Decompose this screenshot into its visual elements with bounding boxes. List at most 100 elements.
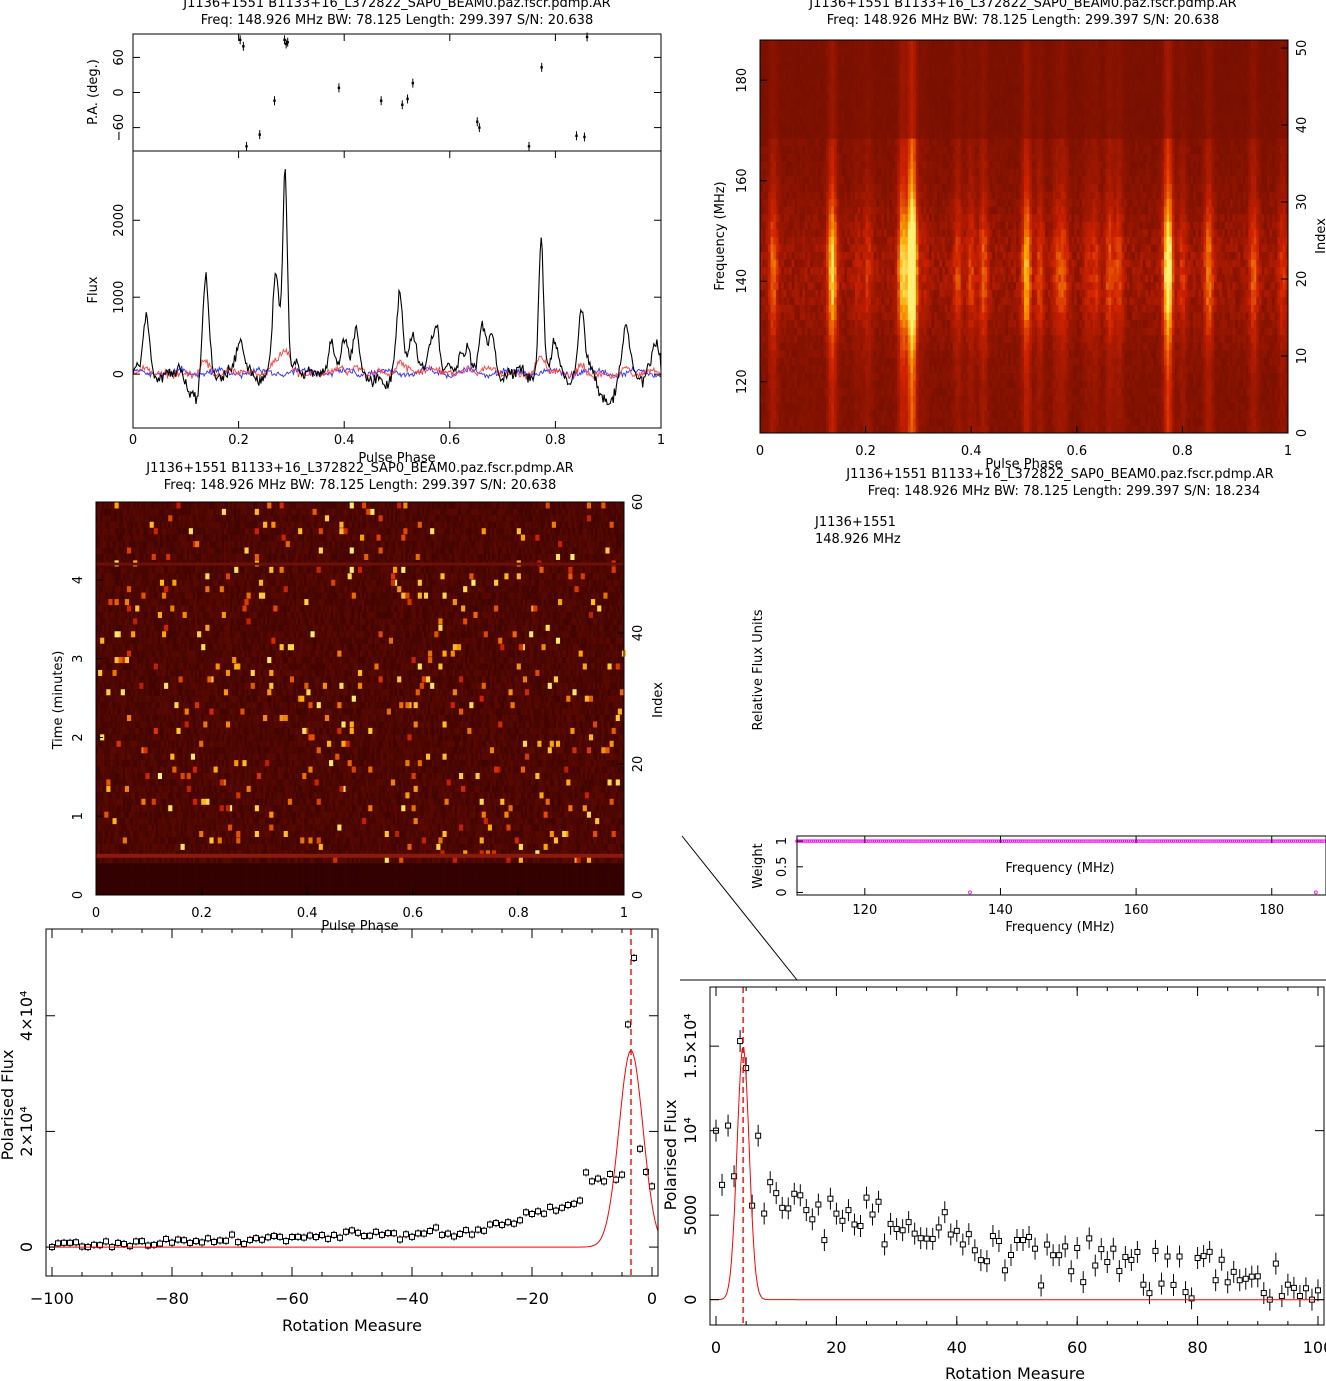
freq-phase-cell — [1122, 259, 1125, 267]
freq-phase-cell — [918, 365, 921, 373]
freq-phase-cell — [781, 403, 784, 411]
freq-phase-cell — [1240, 388, 1243, 396]
freq-phase-cell — [1185, 267, 1188, 275]
freq-phase-cell — [1140, 395, 1143, 403]
freq-phase-cell — [1008, 350, 1011, 358]
freq-phase-cell — [1251, 282, 1254, 290]
freq-phase-cell — [826, 418, 829, 426]
freq-phase-cell — [1204, 388, 1207, 396]
freq-phase-cell — [1116, 267, 1119, 275]
freq-phase-cell — [1132, 373, 1135, 381]
freq-phase-cell — [1093, 320, 1096, 328]
freq-phase-cell — [1095, 373, 1098, 381]
freq-phase-cell — [1177, 403, 1180, 411]
freq-phase-cell — [778, 342, 781, 350]
freq-phase-cell — [858, 244, 861, 252]
freq-phase-cell — [1045, 357, 1048, 365]
freq-phase-cell — [834, 267, 837, 275]
freq-phase-cell — [876, 342, 879, 350]
freq-phase-cell — [763, 312, 766, 320]
freq-phase-cell — [1087, 335, 1090, 343]
freq-phase-cell — [947, 357, 950, 365]
freq-phase-cell — [871, 252, 874, 260]
freq-phase-cell — [1119, 388, 1122, 396]
freq-phase-cell — [905, 259, 908, 267]
freq-phase-cell — [1283, 342, 1286, 350]
freq-phase-cell — [1151, 289, 1154, 297]
freq-phase-cell — [1153, 252, 1156, 260]
freq-phase-cell — [1246, 410, 1249, 418]
freq-phase-cell — [1227, 373, 1230, 381]
freq-phase-cell — [860, 320, 863, 328]
freq-phase-cell — [1027, 373, 1030, 381]
freq-phase-cell — [871, 425, 874, 433]
freq-phase-cell — [1240, 289, 1243, 297]
freq-phase-cell — [1206, 395, 1209, 403]
freq-phase-cell — [1061, 410, 1064, 418]
freq-phase-cell — [995, 297, 998, 305]
freq-phase-cell — [1214, 327, 1217, 335]
freq-phase-cell — [913, 305, 916, 313]
freq-phase-cell — [916, 365, 919, 373]
freq-phase-cell — [778, 259, 781, 267]
freq-phase-cell — [858, 289, 861, 297]
freq-phase-cell — [837, 297, 840, 305]
freq-phase-cell — [1270, 403, 1273, 411]
freq-phase-cell — [1164, 425, 1167, 433]
freq-phase-cell — [969, 312, 972, 320]
freq-phase-cell — [1238, 289, 1241, 297]
freq-phase-cell — [1240, 357, 1243, 365]
freq-phase-cell — [1240, 252, 1243, 260]
freq-phase-cell — [1090, 395, 1093, 403]
freq-phase-cell — [1246, 327, 1249, 335]
freq-phase-cell — [1230, 342, 1233, 350]
freq-phase-cell — [858, 357, 861, 365]
freq-phase-cell — [1243, 380, 1246, 388]
freq-phase-cell — [1074, 373, 1077, 381]
freq-phase-cell — [1140, 365, 1143, 373]
freq-phase-cell — [1042, 357, 1045, 365]
freq-phase-cell — [913, 282, 916, 290]
freq-phase-cell — [1098, 312, 1101, 320]
freq-phase-cell — [868, 380, 871, 388]
freq-phase-cell — [1000, 350, 1003, 358]
freq-phase-cell — [982, 342, 985, 350]
freq-phase-cell — [800, 403, 803, 411]
freq-phase-cell — [1024, 350, 1027, 358]
freq-phase-cell — [918, 327, 921, 335]
freq-phase-cell — [847, 327, 850, 335]
freq-phase-cell — [1206, 357, 1209, 365]
freq-phase-cell — [1077, 388, 1080, 396]
freq-phase-cell — [1074, 335, 1077, 343]
freq-phase-cell — [829, 365, 832, 373]
freq-phase-cell — [1090, 274, 1093, 282]
freq-phase-cell — [1114, 425, 1117, 433]
freq-phase-cell — [1256, 388, 1259, 396]
freq-phase-cell — [826, 252, 829, 260]
freq-phase-cell — [1019, 305, 1022, 313]
freq-phase-cell — [961, 410, 964, 418]
freq-phase-cell — [1167, 305, 1170, 313]
freq-phase-cell — [765, 289, 768, 297]
freq-phase-cell — [1225, 289, 1228, 297]
freq-phase-cell — [1246, 282, 1249, 290]
freq-phase-cell — [1029, 252, 1032, 260]
freq-phase-cell — [1042, 410, 1045, 418]
freq-phase-cell — [1130, 357, 1133, 365]
freq-phase-cell — [1251, 373, 1254, 381]
freq-phase-cell — [1077, 252, 1080, 260]
freq-phase-cell — [1214, 425, 1217, 433]
freq-phase-cell — [810, 312, 813, 320]
freq-phase-cell — [1164, 410, 1167, 418]
freq-phase-cell — [792, 327, 795, 335]
freq-phase-cell — [781, 373, 784, 381]
freq-phase-cell — [969, 252, 972, 260]
freq-phase-cell — [1085, 388, 1088, 396]
freq-phase-cell — [910, 320, 913, 328]
freq-phase-cell — [805, 297, 808, 305]
freq-phase-cell — [1064, 335, 1067, 343]
freq-phase-cell — [1074, 342, 1077, 350]
freq-phase-cell — [1013, 373, 1016, 381]
freq-phase-cell — [815, 312, 818, 320]
freq-phase-cell — [1021, 282, 1024, 290]
